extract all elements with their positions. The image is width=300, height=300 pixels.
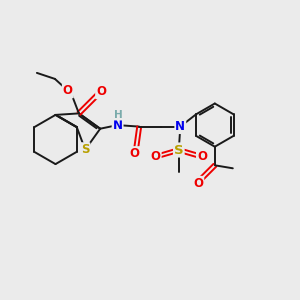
Text: O: O [130,147,140,160]
Text: S: S [174,143,184,157]
Text: O: O [96,85,106,98]
Text: S: S [81,143,89,156]
Text: O: O [193,177,203,190]
Text: O: O [63,84,73,98]
Text: N: N [112,118,123,132]
Text: O: O [151,150,161,164]
Text: N: N [175,120,185,133]
Text: H: H [114,110,123,120]
Text: O: O [197,150,207,164]
